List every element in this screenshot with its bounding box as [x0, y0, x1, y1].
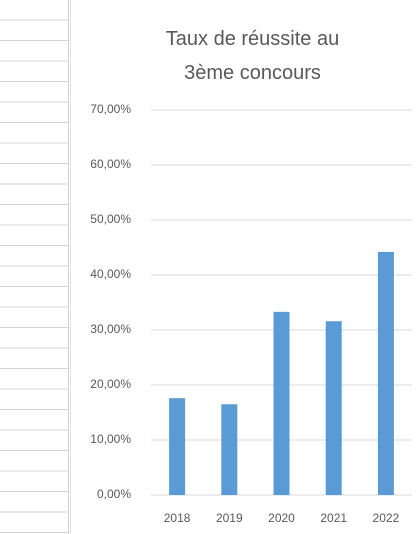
- y-tick-label: 10,00%: [90, 432, 131, 446]
- bar: [169, 398, 186, 495]
- y-tick-label: 30,00%: [90, 322, 131, 336]
- bar: [325, 321, 342, 495]
- x-tick-label: 2020: [268, 511, 295, 525]
- x-tick-label: 2019: [216, 511, 243, 525]
- bar: [377, 251, 394, 495]
- chart-title: Taux de réussite au 3ème concours: [165, 28, 340, 84]
- y-tick-label: 70,00%: [90, 102, 131, 116]
- x-tick-label: 2018: [164, 511, 191, 525]
- chart-area: [70, 0, 419, 534]
- y-tick-label: 60,00%: [90, 157, 131, 171]
- y-tick-label: 40,00%: [90, 267, 131, 281]
- x-tick-label: 2021: [320, 511, 347, 525]
- y-tick-label: 50,00%: [90, 212, 131, 226]
- x-tick-label: 2022: [373, 511, 400, 525]
- spreadsheet-cells: [0, 0, 69, 534]
- bar: [273, 311, 290, 495]
- y-tick-label: 0,00%: [97, 487, 131, 501]
- bar: [221, 404, 238, 495]
- y-tick-label: 20,00%: [90, 377, 131, 391]
